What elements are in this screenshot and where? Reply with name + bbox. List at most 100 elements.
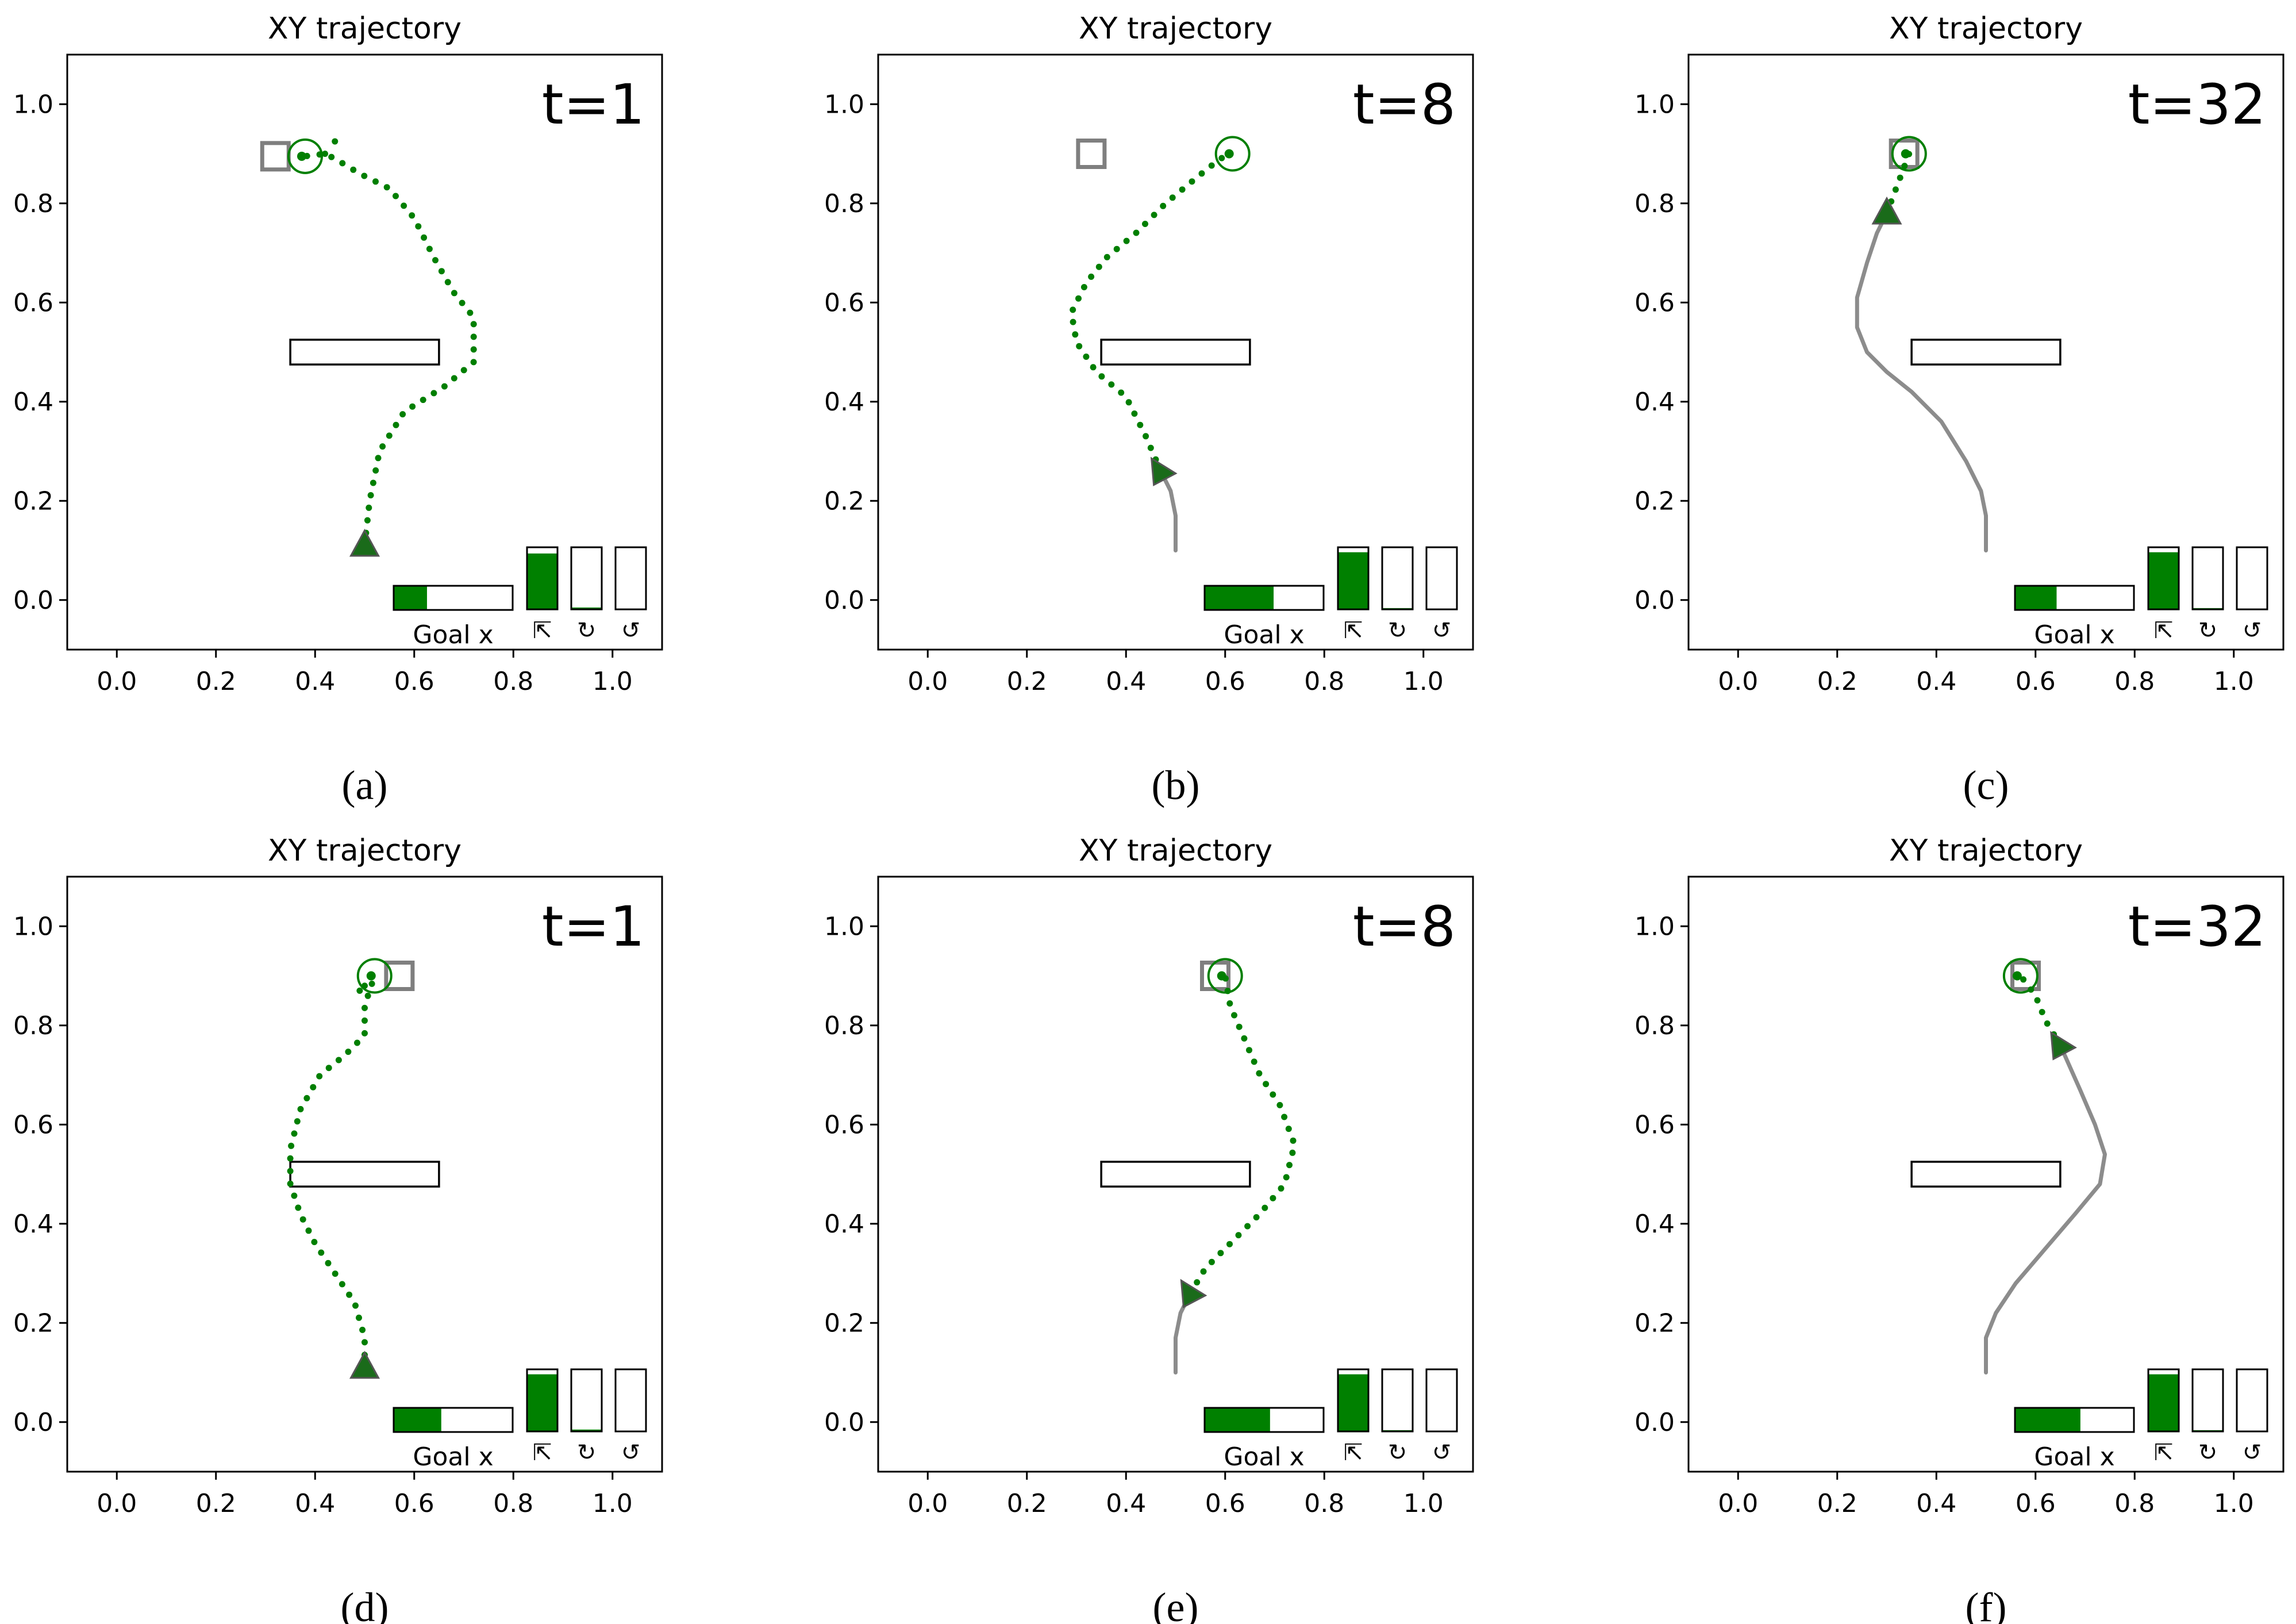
action-icon-label: ↺ xyxy=(1432,617,1452,644)
y-tick-label: 0.6 xyxy=(13,288,53,317)
goal-square xyxy=(384,961,415,991)
goal-square xyxy=(260,141,291,172)
action-icon-label: ↻ xyxy=(577,617,597,644)
trajectory-point xyxy=(1169,194,1176,201)
trajectory-point xyxy=(375,455,382,462)
trajectory-point xyxy=(470,333,477,340)
goal-x-bar-frame xyxy=(1203,585,1325,611)
trajectory-point xyxy=(310,1084,317,1091)
plot-frame xyxy=(877,53,1474,651)
action-bar-frame xyxy=(2236,546,2268,611)
trajectory-point xyxy=(401,202,407,209)
agent-triangle-marker xyxy=(1871,196,1902,225)
time-step-label: t=8 xyxy=(1353,894,1456,959)
x-tick-label: 0.0 xyxy=(97,667,137,696)
x-tick-label: 0.2 xyxy=(1817,667,1857,696)
trajectory-panel: XY trajectory 0.0 0.0 0.2 0.2 0.4 0.4 0.6 0.6 0.8… xyxy=(13,834,663,1518)
past-trajectory-line xyxy=(1855,211,1988,552)
trajectory-point xyxy=(1151,212,1157,218)
y-tick-label: 0.2 xyxy=(13,1308,53,1338)
trajectory-point xyxy=(1076,343,1083,350)
trajectory-point xyxy=(386,432,393,439)
x-tick-label: 1.0 xyxy=(593,1489,633,1518)
y-tick-label: 0.4 xyxy=(1634,387,1675,417)
plot-frame xyxy=(1687,876,2285,1473)
trajectory-point xyxy=(430,390,437,397)
trajectory-point xyxy=(420,397,426,404)
trajectory-point xyxy=(328,153,335,160)
x-tick-label: 0.2 xyxy=(1007,667,1047,696)
x-tick-label: 0.0 xyxy=(907,667,948,696)
trajectory-point xyxy=(1263,1081,1270,1088)
goal-x-label: Goal x xyxy=(1224,1442,1304,1472)
trajectory-point xyxy=(470,321,477,328)
x-tick-label: 0.2 xyxy=(1007,1489,1047,1518)
past-trajectory-line xyxy=(1159,469,1178,552)
trajectory-point xyxy=(297,1105,304,1112)
time-step-label: t=1 xyxy=(542,894,645,959)
subfigure-caption: (c) xyxy=(1963,762,2009,808)
goal-square xyxy=(2010,961,2041,991)
trajectory-point xyxy=(350,166,357,173)
trajectory-point xyxy=(1218,155,1225,162)
trajectory-point xyxy=(372,178,379,185)
trajectory-point xyxy=(1133,229,1140,236)
x-tick-label: 0.4 xyxy=(1916,667,1956,696)
trajectory-point xyxy=(1098,373,1105,380)
trajectory-point xyxy=(1143,433,1149,440)
trajectory-point xyxy=(294,1118,301,1125)
trajectory-point xyxy=(1208,162,1215,169)
y-tick-label: 0.4 xyxy=(824,387,864,417)
y-tick-label: 0.8 xyxy=(13,189,53,218)
trajectory-point xyxy=(332,138,339,145)
action-bar-fill xyxy=(527,1374,557,1431)
y-tick-label: 0.0 xyxy=(824,586,864,615)
y-tick-label: 0.2 xyxy=(13,486,53,516)
y-tick-label: 0.8 xyxy=(824,1011,864,1041)
y-tick-label: 0.8 xyxy=(824,189,864,218)
action-icon-label: ↺ xyxy=(2243,1439,2262,1466)
trajectory-point xyxy=(316,1073,323,1080)
trajectory-point xyxy=(1131,410,1138,417)
action-icon-label: ↺ xyxy=(621,617,641,644)
trajectory-point xyxy=(287,1180,294,1187)
obstacle-rect xyxy=(1100,339,1251,366)
trajectory-point xyxy=(366,504,372,511)
trajectory-point xyxy=(291,1130,298,1137)
y-tick-label: 0.6 xyxy=(1634,288,1675,317)
action-bar-frame xyxy=(2191,546,2224,611)
x-tick-label: 0.4 xyxy=(295,1489,335,1518)
trajectory-panel: XY trajectory 0.0 0.0 0.2 0.2 0.4 0.4 0.6 0.6 0.8… xyxy=(1634,834,2285,1518)
y-tick-label: 0.6 xyxy=(13,1110,53,1139)
trajectory-point xyxy=(1217,971,1226,981)
trajectory-point xyxy=(426,245,433,252)
action-bar-fill xyxy=(1338,1374,1368,1431)
goal-x-bar-frame xyxy=(1203,1407,1325,1433)
action-bar-fill xyxy=(2148,1374,2179,1431)
action-icon-label: ↻ xyxy=(577,1439,597,1466)
trajectory-point xyxy=(354,1039,360,1046)
obstacle-rect xyxy=(1910,339,2062,366)
x-tick-label: 1.0 xyxy=(1403,1489,1444,1518)
trajectory-point xyxy=(297,151,306,161)
trajectory-point xyxy=(287,1168,294,1174)
subfigure-caption: (d) xyxy=(341,1584,389,1624)
x-tick-label: 0.6 xyxy=(1205,667,1245,696)
goal-x-label: Goal x xyxy=(2034,620,2114,650)
x-tick-label: 1.0 xyxy=(1403,667,1444,696)
trajectory-point xyxy=(1189,178,1195,185)
trajectory-point xyxy=(2034,997,2041,1004)
goal-x-label: Goal x xyxy=(413,1442,493,1472)
action-icon-label: ↺ xyxy=(621,1439,641,1466)
y-tick-label: 0.4 xyxy=(824,1210,864,1239)
action-bar-fill xyxy=(2148,552,2179,609)
trajectory-point xyxy=(1123,237,1130,244)
trajectory-point xyxy=(1198,170,1205,177)
trajectory-point xyxy=(332,1270,339,1277)
trajectory-point xyxy=(361,1030,368,1036)
obstacle-rect xyxy=(1100,1161,1251,1188)
obstacle-rect xyxy=(289,1161,440,1188)
trajectory-point xyxy=(1892,186,1899,193)
trajectory-point xyxy=(1897,174,1903,181)
time-step-label: t=32 xyxy=(2128,894,2266,959)
